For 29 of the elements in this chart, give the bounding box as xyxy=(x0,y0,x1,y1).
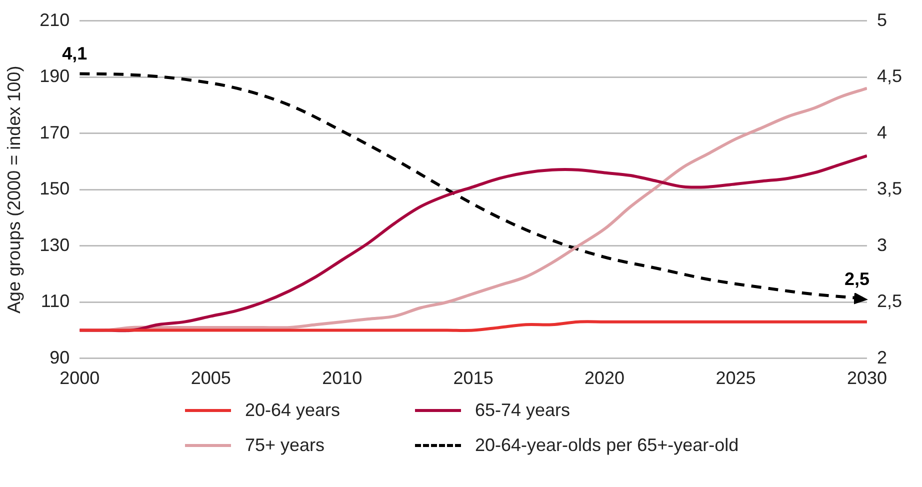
y2-tick-label: 3,5 xyxy=(876,178,902,199)
y-tick-label: 210 xyxy=(40,10,70,30)
y-tick-label: 110 xyxy=(40,291,70,312)
line-series xyxy=(80,320,867,332)
y-tick-label: 90 xyxy=(50,347,70,368)
x-tick-label: 2030 xyxy=(846,368,887,388)
annotation: 4,1 xyxy=(62,44,88,64)
y2-tick-label: 4,5 xyxy=(876,66,902,86)
x-tick-label: 2000 xyxy=(60,368,100,388)
y2-tick-label: 4 xyxy=(876,122,887,142)
y-tick-label: 130 xyxy=(40,234,70,255)
y-axis-title: Age groups (2000 = index 100) xyxy=(4,66,24,314)
legend-label: 20-64 years xyxy=(245,400,340,421)
y-tick-label: 190 xyxy=(40,66,70,86)
x-tick-label: 2010 xyxy=(322,368,362,388)
x-tick-label: 2005 xyxy=(190,368,231,388)
y2-tick-label: 2 xyxy=(876,347,887,368)
y2-tick-label: 3 xyxy=(876,234,887,255)
x-tick-label: 2025 xyxy=(716,368,756,388)
x-tick-label: 2015 xyxy=(453,368,494,388)
legend-label: 65-74 years xyxy=(475,400,570,421)
y2-tick-label: 2,5 xyxy=(876,291,902,312)
y2-tick-label: 5 xyxy=(876,10,887,30)
legend-label: 20-64-year-olds per 65+-year-old xyxy=(475,435,739,456)
y-tick-label: 170 xyxy=(40,122,70,142)
legend-label: 75+ years xyxy=(245,435,325,456)
annotation: 2,5 xyxy=(844,268,870,289)
x-tick-label: 2020 xyxy=(584,368,625,388)
y-tick-label: 150 xyxy=(40,178,70,199)
